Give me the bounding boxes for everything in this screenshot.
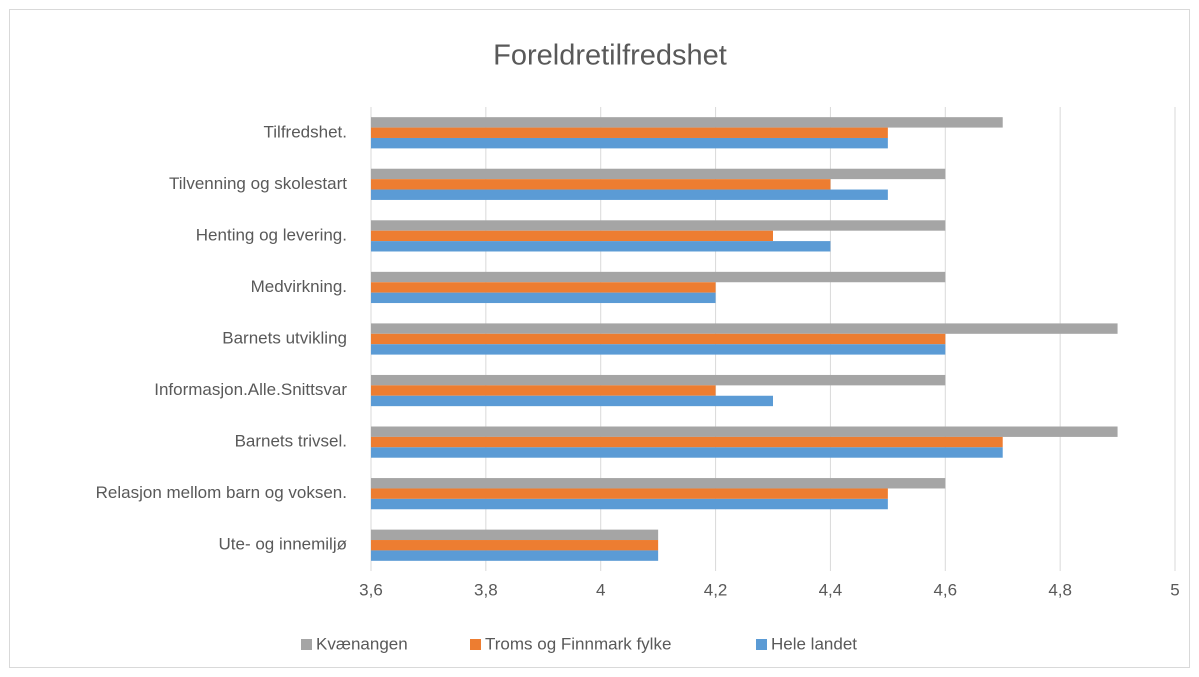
bar [371, 179, 831, 190]
chart-title: Foreldretilfredshet [493, 40, 727, 72]
bar [371, 436, 1003, 448]
y-tick-label: Relasjon mellom barn og voksen. [96, 483, 347, 502]
y-tick-label: Henting og levering. [196, 225, 347, 244]
legend-label: Troms og Finnmark fylke [485, 634, 671, 653]
bar [371, 426, 1118, 437]
legend-swatch [301, 639, 312, 650]
x-tick-label: 3,6 [359, 580, 383, 599]
x-tick-label: 4,8 [1048, 580, 1072, 599]
y-tick-label: Barnets trivsel. [235, 432, 347, 451]
legend-swatch [756, 639, 767, 650]
x-tick-label: 4,6 [933, 580, 957, 599]
x-tick-label: 4,4 [819, 580, 843, 599]
legend-label: Hele landet [771, 634, 857, 653]
bar [371, 127, 888, 138]
bar [371, 498, 888, 510]
bar [371, 395, 773, 407]
bar [371, 323, 1118, 334]
bar [371, 241, 831, 252]
bar [371, 189, 888, 200]
bar [371, 447, 1003, 458]
y-tick-label: Barnets utvikling [222, 328, 347, 347]
y-tick-label: Informasjon.Alle.Snittsvar [154, 380, 347, 399]
legend-label: Kvænangen [316, 634, 408, 653]
x-tick-label: 3,8 [474, 580, 498, 599]
y-tick-label: Medvirkning. [251, 277, 347, 296]
bar [371, 540, 659, 551]
bar [371, 230, 773, 242]
bar [371, 550, 659, 561]
bar [371, 488, 888, 499]
bar [371, 478, 946, 489]
bar [371, 271, 946, 283]
bar [371, 282, 716, 293]
legend-swatch [470, 639, 481, 650]
bar [371, 529, 659, 541]
bar [371, 385, 716, 396]
x-tick-label: 4,2 [704, 580, 728, 599]
bar [371, 333, 946, 345]
bar [371, 344, 946, 355]
bar [371, 168, 946, 180]
bar [371, 137, 888, 149]
y-tick-label: Tilfredshet. [264, 122, 347, 141]
x-tick-label: 5 [1170, 580, 1179, 599]
bar [371, 292, 716, 304]
x-tick-label: 4 [596, 580, 605, 599]
bar [371, 117, 1003, 128]
bar [371, 220, 946, 231]
bar [371, 374, 946, 386]
y-tick-label: Ute- og innemiljø [219, 535, 348, 554]
y-tick-label: Tilvenning og skolestart [169, 174, 347, 193]
